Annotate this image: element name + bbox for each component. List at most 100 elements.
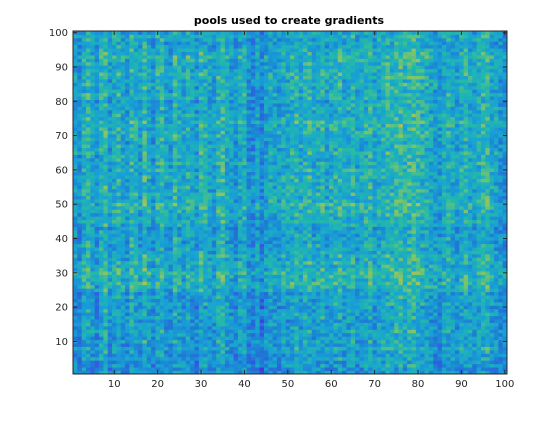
heatmap-cell [185,367,191,371]
heatmap-cell [194,367,200,371]
heatmap-cell [346,288,352,293]
heatmap-cell [389,243,395,248]
heatmap-cell [190,295,195,299]
heatmap-cell [294,305,300,310]
heatmap-cell [290,226,295,231]
heatmap-cell [294,312,300,317]
heatmap-cell [272,367,278,371]
heatmap-cell [120,247,126,251]
heatmap-cell [125,240,130,245]
heatmap-cell [415,274,421,279]
heatmap-cell [402,325,408,330]
heatmap-cell [81,219,87,224]
heatmap-cell [103,346,109,351]
heatmap-cell [316,329,321,334]
heatmap-cell [381,349,386,354]
heatmap-cell [125,367,130,371]
heatmap-cell [463,308,469,313]
heatmap-cell [181,250,187,255]
heatmap-cell [398,250,404,255]
heatmap-cell [90,325,96,330]
heatmap-cell [142,205,148,210]
heatmap-cell [172,264,178,269]
heatmap-cell [224,264,230,269]
heatmap-cell [151,274,156,279]
heatmap-cell [116,288,122,293]
heatmap-cell [294,247,300,251]
heatmap-cell [172,216,178,221]
heatmap-cell [285,353,291,358]
heatmap-cell [476,336,482,341]
heatmap-cell [125,277,130,282]
heatmap-cell [333,274,339,279]
heatmap-cell [389,274,395,279]
heatmap-cell [250,356,256,361]
heatmap-cell [112,260,117,265]
heatmap-cell [316,226,321,231]
heatmap-cell [250,223,256,227]
heatmap-cell [493,346,499,351]
heatmap-cell [476,202,482,207]
heatmap-cell [168,260,174,265]
heatmap-cell [463,291,469,296]
heatmap-cell [498,291,504,296]
heatmap-cell [181,260,187,265]
heatmap-cell [207,298,213,303]
heatmap-cell [320,363,326,368]
heatmap-cell [77,257,83,262]
heatmap-cell [211,260,217,265]
heatmap-cell [268,202,274,207]
heatmap-cell [398,267,404,272]
heatmap-cell [233,250,239,255]
heatmap-cell [229,267,234,272]
heatmap-cell [125,260,130,265]
heatmap-cell [281,360,287,365]
heatmap-cell [355,271,360,275]
heatmap-cell [372,271,378,275]
heatmap-cell [107,332,113,337]
heatmap-cell [467,284,473,289]
heatmap-cell [216,233,221,238]
heatmap-cell [237,233,243,238]
heatmap-cell [133,274,139,279]
heatmap-cell [493,205,499,210]
heatmap-cell [168,295,174,299]
heatmap-cell [103,260,109,265]
heatmap-cell [433,370,438,375]
heatmap-cell [237,260,243,265]
heatmap-cell [489,253,495,258]
heatmap-cell [498,233,504,238]
heatmap-cell [129,250,135,255]
heatmap-cell [290,346,295,351]
heatmap-cell [489,356,495,361]
heatmap-cell [368,370,373,375]
heatmap-cell [359,356,365,361]
heatmap-cell [211,253,217,258]
heatmap-cell [159,349,165,354]
heatmap-cell [133,250,139,255]
heatmap-cell [177,209,182,214]
heatmap-cell [263,349,269,354]
heatmap-cell [103,209,109,214]
heatmap-cell [320,226,326,231]
heatmap-cell [164,332,169,337]
heatmap-cell [285,305,291,310]
heatmap-cell [298,209,304,214]
heatmap-cell [107,212,113,217]
heatmap-cell [355,226,360,231]
heatmap-cell [376,288,382,293]
heatmap-cell [337,233,343,238]
heatmap-cell [454,202,460,207]
heatmap-cell [142,356,148,361]
heatmap-cell [485,223,491,227]
heatmap-cell [454,271,460,275]
heatmap-cell [285,288,291,293]
heatmap-cell [250,343,256,347]
heatmap-cell [381,205,386,210]
heatmap-cell [502,363,508,368]
heatmap-cell [142,332,148,337]
heatmap-cell [155,319,161,323]
heatmap-cell [337,356,343,361]
heatmap-cell [133,370,139,375]
heatmap-cell [177,257,182,262]
